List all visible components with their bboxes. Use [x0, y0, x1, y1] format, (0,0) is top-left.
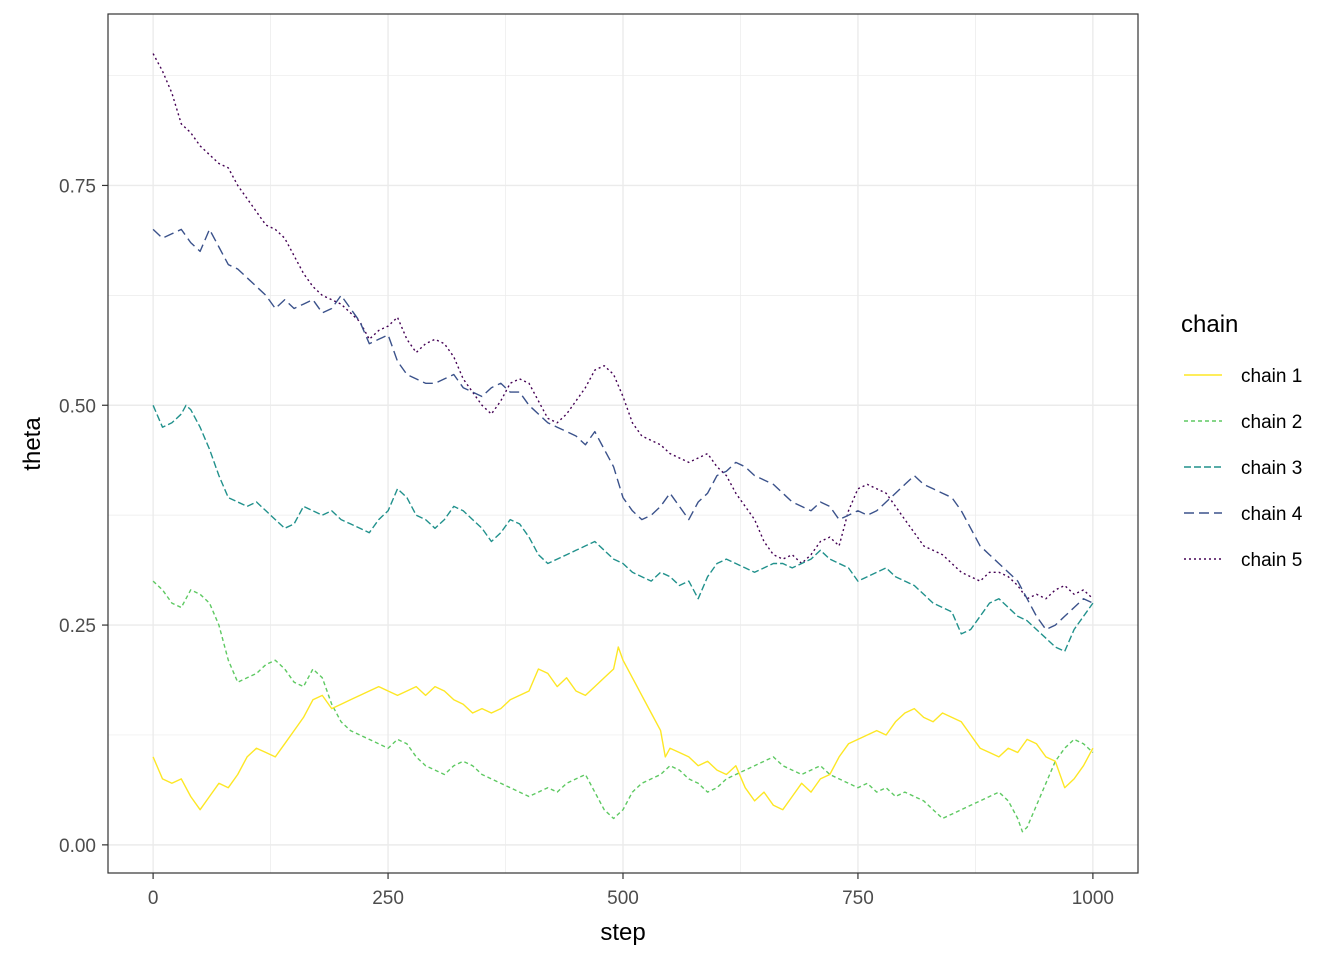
x-axis-title: step	[600, 919, 645, 946]
x-axis: 0 250 500 750 1000	[148, 873, 1114, 909]
x-tick-label: 250	[372, 888, 404, 909]
legend-label: chain 2	[1241, 412, 1302, 433]
legend-title: chain	[1181, 311, 1238, 338]
legend-label: chain 5	[1241, 550, 1302, 571]
x-tick-label: 1000	[1072, 888, 1114, 909]
y-tick-label: 0.50	[59, 396, 96, 417]
legend-label: chain 1	[1241, 366, 1302, 387]
x-tick-label: 750	[842, 888, 874, 909]
series-line-chain-2	[152, 580, 1094, 833]
legend-label: chain 3	[1241, 458, 1302, 479]
grid-major	[108, 14, 1138, 873]
y-tick-label: 0.75	[59, 176, 96, 197]
series-lines	[152, 53, 1094, 833]
legend-items: chain 1 chain 2 chain 3 chain 4 chain 5	[1184, 366, 1303, 571]
y-tick-label: 0.25	[59, 616, 96, 637]
legend-label: chain 4	[1241, 504, 1303, 525]
x-tick-label: 0	[148, 888, 159, 909]
plot-panel	[107, 13, 1139, 874]
y-axis-title: theta	[19, 417, 46, 471]
series-line-chain-4	[152, 228, 1094, 631]
series-line-chain-1	[152, 646, 1094, 811]
series-line-chain-3	[152, 404, 1094, 653]
y-axis: 0.00 0.25 0.50 0.75	[59, 176, 108, 857]
x-tick-label: 500	[607, 888, 639, 909]
y-tick-label: 0.00	[59, 836, 96, 857]
